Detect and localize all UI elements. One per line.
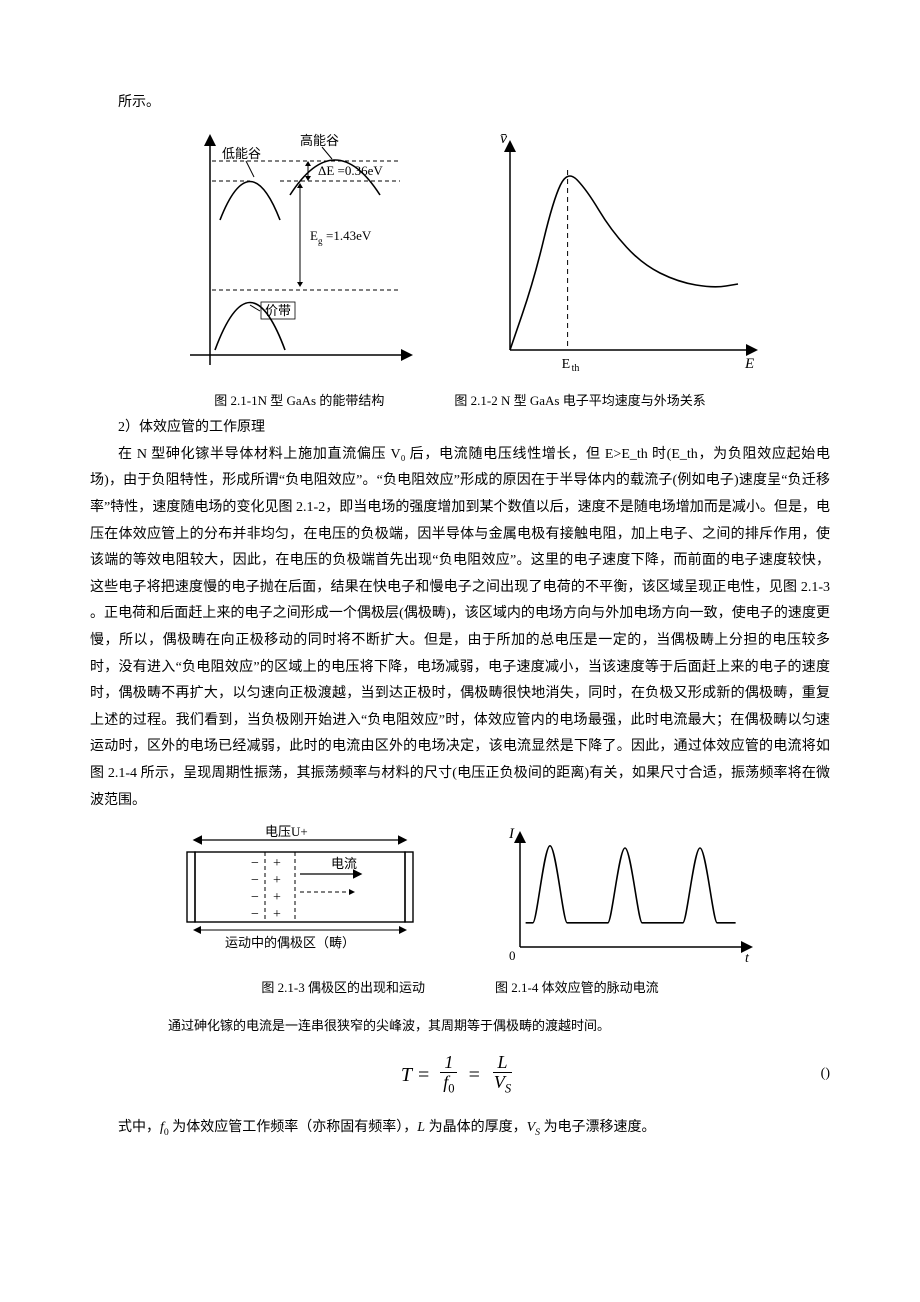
- body-text: 在 N 型砷化镓半导体材料上施加直流偏压 V₀ 后，电流随电压线性增长，但 E>…: [90, 442, 830, 814]
- figure-dipole-domain: 电压U+ −+ −+ −+ −+ 电流 运动中的偶极区（畴）: [155, 822, 445, 972]
- intro-text: 所示。: [90, 90, 830, 117]
- caption-fig2: 图 2.1-2 N 型 GaAs 电子平均速度与外场关系: [454, 389, 705, 414]
- svg-text:I: I: [508, 826, 515, 842]
- svg-text:+: +: [273, 873, 281, 888]
- label-high-valley: 高能谷: [300, 133, 339, 148]
- figure-energy-band: ΔE =0.36eV E g =1.43eV 低能谷 高能谷 价带: [150, 125, 430, 385]
- svg-text:运动中的偶极区（畴）: 运动中的偶极区（畴）: [225, 935, 355, 950]
- formula-lhs: T: [401, 1056, 412, 1094]
- svg-text:g: g: [318, 236, 323, 246]
- subheading: 2）体效应管的工作原理: [90, 415, 830, 442]
- svg-text:+: +: [273, 856, 281, 871]
- svg-text:−: −: [251, 856, 259, 871]
- figure-pulse-current: I t 0: [485, 822, 765, 972]
- caption-fig3: 图 2.1-3 偶极区的出现和运动: [261, 976, 425, 1001]
- svg-text:电压U+: 电压U+: [265, 824, 308, 839]
- svg-text:+: +: [273, 907, 281, 922]
- svg-text:=1.43eV: =1.43eV: [326, 228, 372, 243]
- svg-text:E: E: [744, 356, 754, 372]
- svg-text:−: −: [251, 890, 259, 905]
- svg-text:t: t: [745, 951, 750, 966]
- svg-text:E: E: [310, 228, 318, 243]
- label-low-valley: 低能谷: [222, 146, 261, 161]
- svg-text:−: −: [251, 907, 259, 922]
- svg-text:电流: 电流: [331, 856, 357, 871]
- tail-text: 式中，f0 为体效应管工作频率（亦称固有频率），L 为晶体的厚度，VS 为电子漂…: [90, 1115, 830, 1142]
- caption-row-2: 图 2.1-3 偶极区的出现和运动 图 2.1-4 体效应管的脉动电流: [90, 976, 830, 1001]
- svg-text:th: th: [572, 363, 580, 374]
- eq-number: (): [821, 1061, 830, 1088]
- svg-text:−: −: [251, 873, 259, 888]
- label-valence: 价带: [265, 303, 291, 318]
- frac2-num: L: [493, 1053, 511, 1074]
- frac1-num: 1: [440, 1053, 457, 1074]
- figure-velocity-field: v̄ E E th: [470, 125, 770, 385]
- svg-text:ΔE =0.36eV: ΔE =0.36eV: [318, 163, 383, 178]
- svg-text:+: +: [273, 890, 281, 905]
- caption-fig4: 图 2.1-4 体效应管的脉动电流: [495, 976, 659, 1001]
- caption-fig1: 图 2.1-1N 型 GaAs 的能带结构: [214, 389, 384, 414]
- svg-text:v̄: v̄: [500, 130, 508, 147]
- figure-row-1: ΔE =0.36eV E g =1.43eV 低能谷 高能谷 价带 v̄ E: [90, 125, 830, 385]
- frac1-den: f0: [439, 1073, 458, 1096]
- svg-text:E: E: [562, 357, 571, 372]
- caption-row-1: 图 2.1-1N 型 GaAs 的能带结构 图 2.1-2 N 型 GaAs 电…: [90, 389, 830, 414]
- figure-row-2: 电压U+ −+ −+ −+ −+ 电流 运动中的偶极区（畴） I t: [90, 822, 830, 972]
- after-figs-text: 通过砷化镓的电流是一连串很狭窄的尖峰波，其周期等于偶极畴的渡越时间。: [90, 1014, 830, 1039]
- svg-text:0: 0: [509, 948, 516, 963]
- frac2-den: VS: [490, 1073, 515, 1096]
- formula: T = 1 f0 = L VS (): [90, 1053, 830, 1097]
